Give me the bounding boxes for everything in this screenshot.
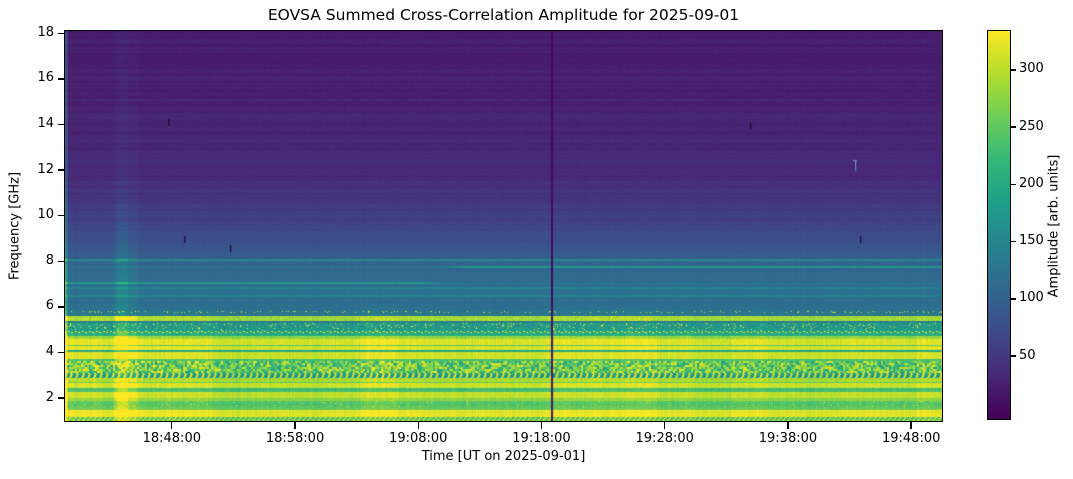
x-tick-label: 19:38:00 (758, 431, 818, 446)
y-tick-mark (58, 215, 64, 217)
colorbar-tick-mark (1011, 298, 1016, 300)
spectrogram-heatmap (64, 30, 943, 422)
x-tick-mark (787, 422, 789, 429)
x-tick-mark (664, 422, 666, 429)
y-tick-label: 16 (37, 70, 54, 86)
y-tick-mark (58, 123, 64, 126)
y-tick-mark (58, 260, 64, 263)
x-tick-mark (540, 422, 543, 429)
y-tick-mark (58, 351, 64, 354)
y-tick-label: 2 (45, 389, 54, 405)
x-tick-label: 19:08:00 (389, 431, 448, 446)
y-tick-label: 12 (37, 161, 54, 177)
x-tick-label: 19:48:00 (881, 431, 941, 446)
y-tick-label: 18 (37, 24, 54, 40)
colorbar-tick-label: 150 (1019, 233, 1044, 249)
colorbar-tick-mark (1011, 69, 1016, 71)
x-tick-mark (910, 422, 912, 429)
colorbar-tick-mark (1011, 240, 1016, 243)
colorbar-tick-mark (1011, 355, 1016, 357)
colorbar-tick-mark (1011, 126, 1016, 128)
colorbar-gradient (987, 30, 1011, 420)
y-tick-label: 8 (45, 252, 54, 268)
colorbar-tick-label: 250 (1019, 118, 1044, 134)
colorbar-tick-label: 200 (1019, 175, 1044, 191)
x-tick-label: 19:28:00 (635, 431, 694, 446)
x-tick-label: 18:58:00 (265, 431, 325, 446)
x-axis-label: Time [UT on 2025-09-01] (421, 449, 586, 464)
colorbar-tick-label: 300 (1019, 61, 1044, 77)
colorbar-tick-label: 100 (1019, 290, 1044, 306)
y-tick-mark (58, 169, 64, 171)
x-tick-mark (171, 422, 173, 429)
y-tick-label: 4 (45, 344, 54, 360)
colorbar-label: Amplitude [arb. units] (1046, 154, 1062, 298)
x-tick-label: 19:18:00 (512, 431, 571, 446)
y-tick-mark (58, 78, 64, 80)
x-tick-label: 18:48:00 (142, 431, 201, 446)
y-tick-mark (58, 397, 64, 399)
x-tick-mark (294, 422, 296, 429)
y-tick-label: 6 (45, 298, 54, 314)
x-tick-mark (417, 422, 419, 429)
colorbar-tick-label: 50 (1019, 347, 1036, 363)
y-tick-label: 14 (37, 116, 54, 131)
chart-title: EOVSA Summed Cross-Correlation Amplitude… (267, 6, 740, 24)
y-tick-mark (58, 306, 64, 308)
y-tick-mark (58, 32, 64, 34)
y-tick-label: 10 (37, 207, 54, 223)
colorbar-tick-mark (1011, 183, 1016, 186)
